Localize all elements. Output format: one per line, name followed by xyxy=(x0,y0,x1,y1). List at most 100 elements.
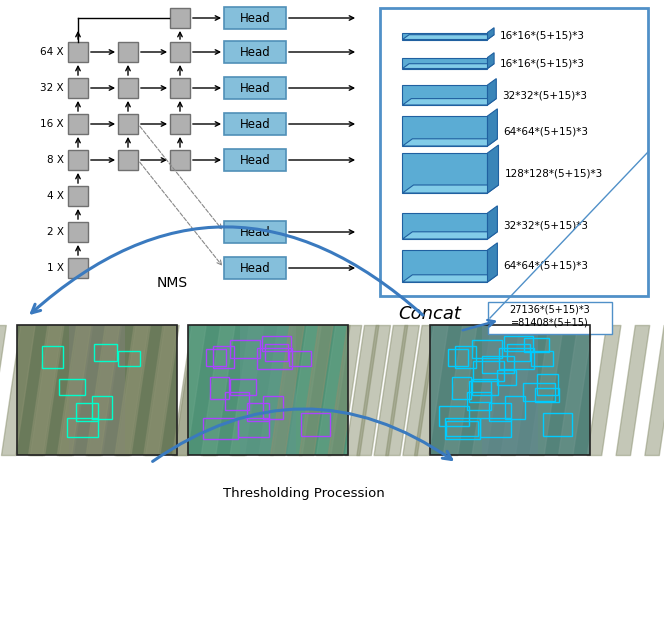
FancyBboxPatch shape xyxy=(482,325,538,455)
Bar xyxy=(456,346,475,368)
Bar xyxy=(262,336,291,351)
Text: 1 X: 1 X xyxy=(47,263,64,273)
FancyBboxPatch shape xyxy=(118,114,138,134)
Bar xyxy=(439,406,469,426)
FancyBboxPatch shape xyxy=(224,149,286,171)
FancyBboxPatch shape xyxy=(118,78,138,98)
Bar xyxy=(473,361,504,381)
Bar xyxy=(467,392,491,410)
FancyBboxPatch shape xyxy=(68,42,88,62)
Bar xyxy=(446,418,480,439)
Bar xyxy=(230,340,260,358)
Polygon shape xyxy=(487,243,497,282)
Text: Head: Head xyxy=(240,261,270,275)
Bar xyxy=(213,346,234,368)
Text: 27136*(5+15)*3
=81408*(5+15): 27136*(5+15)*3 =81408*(5+15) xyxy=(510,305,590,328)
Text: 8 X: 8 X xyxy=(47,155,64,165)
Bar xyxy=(206,349,226,366)
FancyBboxPatch shape xyxy=(170,78,190,98)
Polygon shape xyxy=(402,232,497,239)
Bar xyxy=(507,344,531,361)
Bar xyxy=(523,383,554,401)
Text: Head: Head xyxy=(240,46,270,59)
Bar xyxy=(480,418,511,437)
Text: Head: Head xyxy=(240,82,270,94)
Polygon shape xyxy=(402,139,497,146)
Polygon shape xyxy=(487,145,499,193)
Polygon shape xyxy=(402,35,494,39)
FancyBboxPatch shape xyxy=(430,325,590,455)
FancyBboxPatch shape xyxy=(188,325,348,455)
Polygon shape xyxy=(402,275,497,282)
Text: Head: Head xyxy=(240,225,270,238)
FancyBboxPatch shape xyxy=(170,8,190,28)
FancyBboxPatch shape xyxy=(170,114,190,134)
Bar xyxy=(67,418,98,437)
Bar xyxy=(472,379,498,395)
Bar xyxy=(94,344,118,361)
FancyBboxPatch shape xyxy=(402,57,487,69)
Bar xyxy=(452,376,471,399)
Text: 64*64*(5+15)*3: 64*64*(5+15)*3 xyxy=(503,126,588,136)
Polygon shape xyxy=(402,185,499,193)
Bar xyxy=(264,344,288,361)
Text: NMS: NMS xyxy=(157,276,188,290)
Polygon shape xyxy=(402,99,496,105)
Bar xyxy=(76,403,98,421)
Bar xyxy=(42,346,62,368)
Bar xyxy=(290,351,311,366)
Bar xyxy=(531,351,553,366)
Bar xyxy=(448,349,468,366)
Bar xyxy=(505,336,533,351)
Text: Concat: Concat xyxy=(398,305,461,323)
FancyBboxPatch shape xyxy=(402,85,487,105)
Bar xyxy=(537,374,558,395)
FancyBboxPatch shape xyxy=(402,116,487,146)
Bar xyxy=(92,396,112,419)
FancyBboxPatch shape xyxy=(118,42,138,62)
Bar xyxy=(525,338,549,353)
FancyBboxPatch shape xyxy=(402,250,487,282)
Polygon shape xyxy=(487,109,497,146)
FancyBboxPatch shape xyxy=(224,113,286,135)
Text: Head: Head xyxy=(240,154,270,167)
Bar xyxy=(118,351,140,366)
Bar xyxy=(505,396,525,419)
Bar xyxy=(59,379,85,395)
Text: 64 X: 64 X xyxy=(41,47,64,57)
Polygon shape xyxy=(487,79,496,105)
Polygon shape xyxy=(402,64,494,69)
FancyBboxPatch shape xyxy=(224,221,286,243)
FancyBboxPatch shape xyxy=(118,150,138,170)
Bar xyxy=(210,376,230,399)
FancyBboxPatch shape xyxy=(402,213,487,239)
FancyBboxPatch shape xyxy=(68,186,88,206)
Bar xyxy=(489,403,511,421)
FancyBboxPatch shape xyxy=(68,114,88,134)
Text: 32*32*(5+15)*3: 32*32*(5+15)*3 xyxy=(502,90,587,100)
Text: 32 X: 32 X xyxy=(41,83,64,93)
FancyBboxPatch shape xyxy=(188,325,348,455)
Bar xyxy=(446,421,478,436)
FancyBboxPatch shape xyxy=(380,8,648,296)
Bar xyxy=(225,392,249,410)
FancyBboxPatch shape xyxy=(69,325,125,455)
FancyBboxPatch shape xyxy=(430,325,590,455)
Text: Head: Head xyxy=(240,11,270,24)
Text: Thresholding Procession: Thresholding Procession xyxy=(222,487,384,499)
Bar xyxy=(497,371,516,384)
Bar xyxy=(264,396,283,419)
FancyBboxPatch shape xyxy=(488,302,612,334)
FancyBboxPatch shape xyxy=(170,42,190,62)
Text: 16*16*(5+15)*3: 16*16*(5+15)*3 xyxy=(500,31,585,41)
Bar xyxy=(301,413,330,436)
FancyBboxPatch shape xyxy=(240,325,296,455)
Bar xyxy=(247,403,270,421)
Bar xyxy=(543,413,572,436)
FancyBboxPatch shape xyxy=(224,77,286,99)
Text: 64*64*(5+15)*3: 64*64*(5+15)*3 xyxy=(503,261,588,271)
FancyBboxPatch shape xyxy=(68,222,88,242)
Text: 2 X: 2 X xyxy=(47,227,64,237)
Text: 32*32*(5+15)*3: 32*32*(5+15)*3 xyxy=(503,221,588,231)
Bar xyxy=(472,340,502,358)
